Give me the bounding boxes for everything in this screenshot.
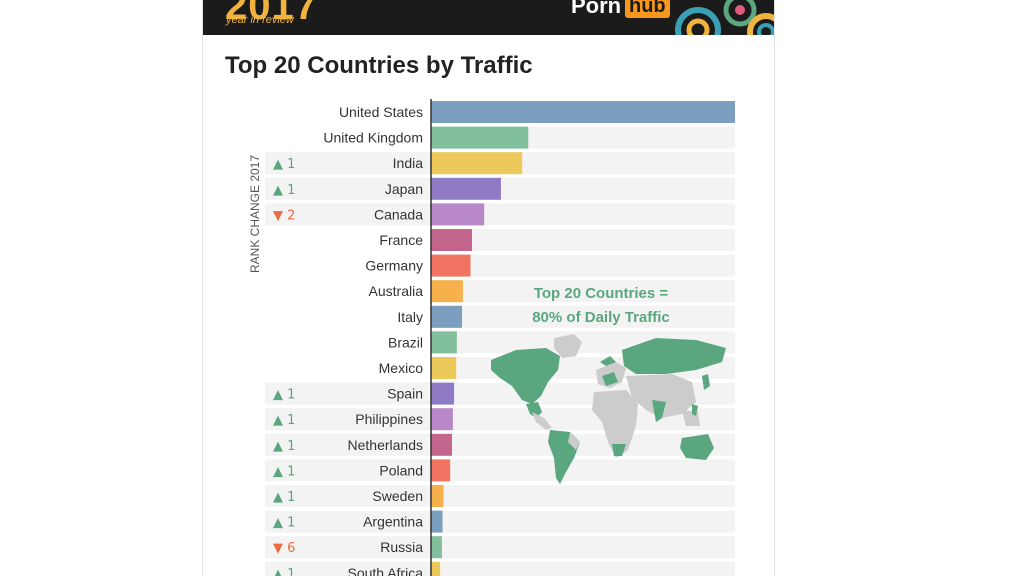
category-label: Mexico: [379, 360, 424, 376]
category-label: Philippines: [355, 411, 423, 427]
year-in-review-label: year in review: [226, 14, 294, 26]
row-band: [431, 280, 735, 303]
bar-germany: [431, 254, 471, 277]
category-label: Brazil: [388, 334, 423, 350]
rank-change-up: ▲ 1: [273, 413, 295, 428]
bar-france: [431, 229, 473, 251]
brand-logo-badge: hub: [625, 0, 670, 18]
bar-japan: [431, 177, 501, 200]
category-label: Russia: [380, 539, 423, 555]
bar-united-states: [431, 101, 735, 123]
row-band: [431, 305, 735, 328]
row-band: [265, 561, 735, 576]
bar-united-kingdom: [431, 126, 529, 149]
category-label: Netherlands: [348, 437, 424, 453]
bar-spain: [431, 382, 455, 405]
bar-brazil: [431, 331, 457, 354]
bar-russia: [431, 536, 442, 559]
category-label: Australia: [369, 283, 424, 299]
annotation-line-2: 80% of Daily Traffic: [532, 309, 670, 326]
bar-india: [431, 152, 523, 175]
category-label: South Africa: [348, 565, 424, 576]
bar-canada: [431, 203, 485, 226]
annotation-line-1: Top 20 Countries =: [533, 285, 669, 302]
category-label: Spain: [387, 386, 423, 402]
category-label: United States: [339, 104, 423, 120]
row-band: [431, 254, 735, 277]
category-label: Germany: [365, 258, 423, 274]
rank-change-up: ▲ 1: [273, 490, 295, 505]
bar-italy: [431, 305, 463, 328]
rank-change-up: ▲ 1: [273, 567, 295, 576]
rank-change-up: ▲ 1: [273, 388, 295, 403]
bar-south-africa: [431, 561, 441, 576]
category-label: Canada: [374, 206, 423, 222]
row-band: [265, 536, 735, 559]
rank-change-down: ▼ 6: [273, 541, 295, 556]
bar-mexico: [431, 357, 457, 379]
bar-australia: [431, 280, 463, 303]
bar-philippines: [431, 408, 453, 431]
infographic-card: 2017 year in review Porn hub Top 20 Coun…: [202, 0, 775, 576]
category-label: Italy: [397, 309, 423, 325]
header-banner: 2017 year in review Porn hub: [203, 0, 774, 35]
bar-argentina: [431, 510, 443, 533]
category-label: France: [379, 232, 423, 248]
row-band: [265, 510, 735, 533]
category-label: Argentina: [363, 514, 423, 530]
rank-change-up: ▲ 1: [273, 516, 295, 531]
row-band: [265, 203, 735, 226]
row-band: [265, 485, 735, 507]
brand-logo-text: Porn: [571, 0, 622, 18]
bar-netherlands: [431, 433, 452, 456]
category-label: Japan: [385, 181, 423, 197]
category-label: Poland: [379, 462, 423, 478]
year-label: 2017: [225, 0, 318, 28]
rank-change-up: ▲ 1: [273, 464, 295, 479]
category-label: United Kingdom: [323, 130, 423, 146]
world-map-icon: [491, 334, 726, 484]
row-band: [431, 229, 735, 251]
rank-change-up: ▲ 1: [273, 157, 295, 172]
rank-change-up: ▲ 1: [273, 183, 295, 198]
row-band: [265, 459, 735, 482]
category-label: Sweden: [372, 488, 423, 504]
chart-title: Top 20 Countries by Traffic: [225, 52, 533, 79]
category-label: India: [393, 155, 424, 171]
rank-change-down: ▼ 2: [273, 208, 295, 223]
decorative-circles-icon: [675, 0, 774, 35]
rank-change-axis-label: RANK CHANGE 2017: [248, 155, 262, 273]
rank-change-up: ▲ 1: [273, 439, 295, 454]
bar-poland: [431, 459, 451, 482]
bar-sweden: [431, 485, 444, 507]
